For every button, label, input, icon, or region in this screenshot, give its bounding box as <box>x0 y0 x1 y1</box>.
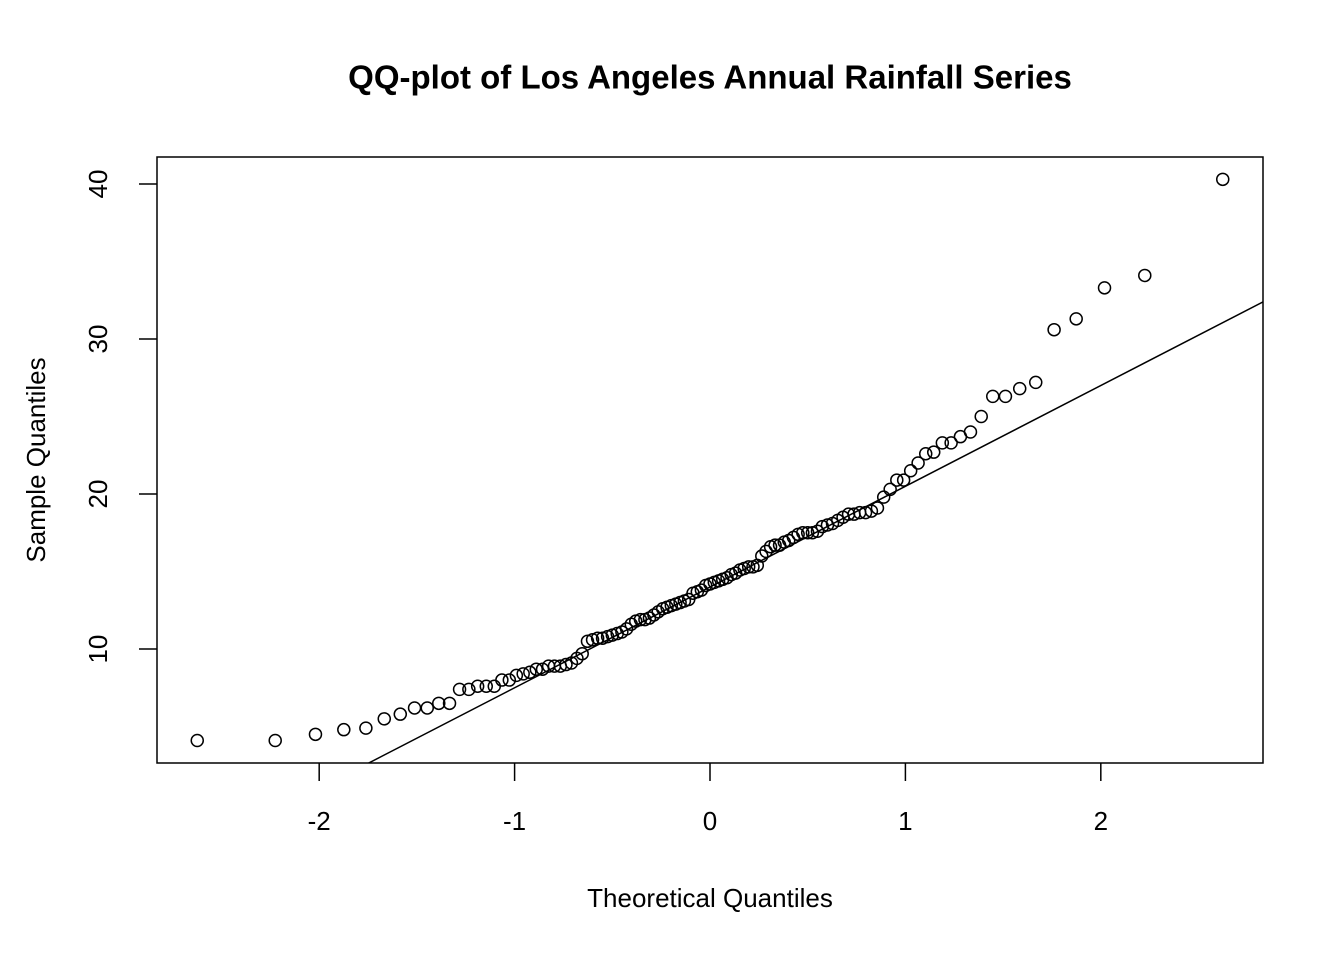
point <box>944 436 958 450</box>
point <box>377 712 392 726</box>
point <box>647 608 661 622</box>
x-tick-label: -2 <box>308 806 331 836</box>
y-tick-label: 40 <box>83 170 113 199</box>
point <box>590 631 605 645</box>
point <box>896 473 911 487</box>
point <box>963 425 978 439</box>
point <box>595 631 610 645</box>
y-axis-label: Sample Quantiles <box>21 357 51 562</box>
point <box>1047 322 1061 337</box>
point <box>1028 375 1043 390</box>
point <box>1138 268 1152 283</box>
point <box>903 464 918 478</box>
point <box>1069 312 1083 326</box>
point <box>810 524 825 538</box>
point <box>495 673 509 687</box>
point <box>1097 281 1112 295</box>
point <box>529 662 544 676</box>
point <box>462 682 476 697</box>
point <box>487 679 502 694</box>
point <box>918 446 933 461</box>
point <box>796 526 810 540</box>
point <box>337 722 351 737</box>
x-axis-label: Theoretical Quantiles <box>587 883 833 913</box>
point <box>523 665 537 680</box>
point <box>800 526 815 540</box>
point <box>974 409 988 424</box>
point <box>407 701 422 715</box>
point <box>998 389 1013 404</box>
point <box>755 549 769 563</box>
point <box>559 657 573 672</box>
point <box>420 701 434 715</box>
point <box>432 696 446 711</box>
point <box>858 505 873 520</box>
point <box>516 667 530 681</box>
point <box>470 679 485 694</box>
point <box>986 389 1000 404</box>
point <box>509 668 524 683</box>
point <box>585 633 600 647</box>
point <box>890 473 904 487</box>
point <box>452 682 467 697</box>
chart-title: QQ-plot of Los Angeles Annual Rainfall S… <box>348 59 1072 96</box>
point <box>935 436 950 450</box>
point <box>580 634 595 649</box>
point <box>359 721 373 735</box>
point <box>502 673 517 687</box>
point <box>190 733 205 748</box>
point <box>1012 381 1027 396</box>
point <box>759 544 773 559</box>
point <box>911 456 925 470</box>
y-tick-label: 20 <box>83 480 113 509</box>
y-tick-label: 30 <box>83 325 113 354</box>
point <box>815 519 830 534</box>
point <box>575 646 589 661</box>
point <box>883 482 897 497</box>
x-tick-label: 0 <box>703 806 717 836</box>
point <box>442 696 457 711</box>
point <box>1215 172 1230 187</box>
point <box>633 612 648 627</box>
point <box>870 501 885 515</box>
point <box>268 733 282 748</box>
x-tick-label: 2 <box>1094 806 1108 836</box>
x-tick-label: -1 <box>503 806 526 836</box>
y-tick-label: 10 <box>83 635 113 664</box>
point <box>393 707 408 721</box>
point <box>479 679 494 694</box>
point <box>308 727 323 742</box>
point <box>926 445 941 459</box>
point <box>741 560 756 574</box>
x-tick-label: 1 <box>898 806 912 836</box>
point <box>619 622 634 636</box>
plot-frame <box>156 156 1264 764</box>
point <box>768 538 782 552</box>
point <box>805 526 820 540</box>
